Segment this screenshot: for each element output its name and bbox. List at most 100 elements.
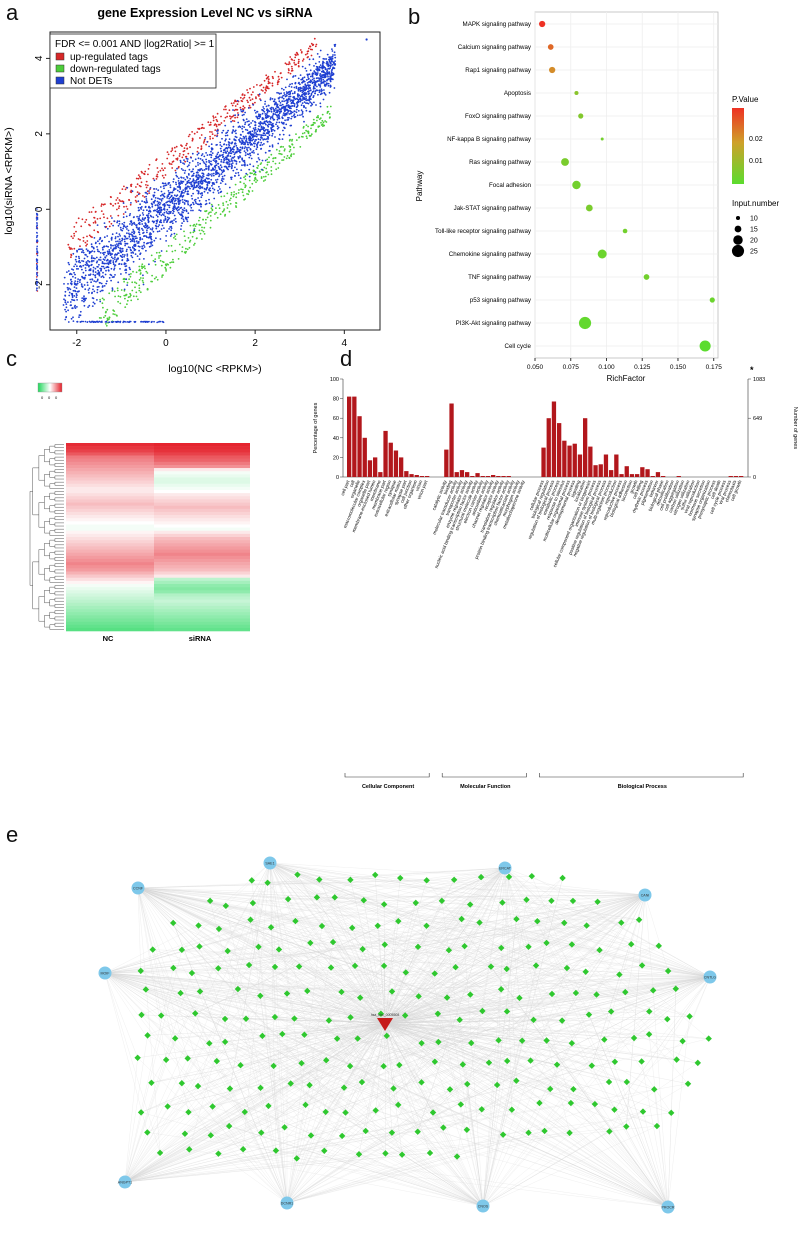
chart-a-point bbox=[237, 113, 240, 116]
chart-a-point bbox=[169, 191, 172, 194]
chart-a-point bbox=[275, 101, 277, 104]
chart-a-point bbox=[280, 108, 282, 111]
network-edge bbox=[124, 1087, 261, 1183]
chart-a-point bbox=[64, 290, 67, 293]
chart-a-point bbox=[164, 263, 167, 266]
chart-a-point bbox=[210, 169, 213, 172]
chart-a-point bbox=[177, 180, 180, 182]
chart-a-point bbox=[250, 157, 253, 160]
network-edge bbox=[288, 899, 386, 1024]
chart-a-point bbox=[291, 82, 293, 85]
chart-a-point bbox=[75, 287, 78, 289]
chart-a-point bbox=[150, 215, 153, 218]
chart-a-point bbox=[87, 306, 89, 308]
chart-a-point bbox=[176, 209, 179, 212]
chart-a-point bbox=[170, 233, 173, 236]
chart-a-point bbox=[269, 117, 272, 120]
chart-a-point bbox=[137, 177, 140, 180]
chart-a-point bbox=[228, 210, 231, 213]
heatmap-cell-nc bbox=[66, 596, 154, 600]
chart-a-point bbox=[63, 283, 65, 285]
chart-a-point bbox=[101, 246, 104, 249]
chart-a-point bbox=[129, 294, 132, 297]
chart-a-point bbox=[205, 152, 208, 154]
chart-a-point bbox=[200, 134, 203, 136]
network-edge bbox=[619, 974, 711, 978]
chart-a-point bbox=[74, 263, 77, 266]
chart-a-point bbox=[167, 263, 170, 266]
chart-a-point bbox=[190, 183, 193, 186]
chart-a-point bbox=[117, 300, 119, 303]
network-edge bbox=[212, 1106, 484, 1207]
chart-a-point bbox=[148, 320, 150, 323]
chart-a-point bbox=[102, 276, 105, 279]
heatmap-dendrogram-branch bbox=[44, 590, 50, 604]
chart-a-point bbox=[307, 47, 310, 50]
chart-a-point bbox=[227, 153, 230, 155]
network-edge bbox=[244, 1111, 484, 1207]
chart-a-point bbox=[103, 236, 106, 239]
network-edge bbox=[246, 1018, 386, 1024]
chart-a-point bbox=[210, 156, 213, 159]
chart-a-point bbox=[173, 219, 175, 222]
heatmap-cell-nc bbox=[66, 455, 154, 459]
chart-d-bar bbox=[551, 401, 557, 477]
chart-a-point bbox=[262, 90, 264, 92]
chart-a-point bbox=[228, 143, 230, 146]
chart-a-point bbox=[91, 246, 93, 248]
chart-a-point bbox=[252, 150, 255, 152]
chart-a-point bbox=[288, 113, 291, 115]
chart-a-point bbox=[92, 221, 95, 224]
chart-a-point bbox=[77, 255, 80, 258]
chart-a-point bbox=[83, 284, 86, 286]
chart-a-point bbox=[121, 247, 124, 250]
chart-a-point bbox=[109, 252, 112, 255]
network-edge bbox=[269, 862, 547, 943]
chart-a-point bbox=[89, 278, 92, 281]
heatmap-key-label-2: 0 bbox=[48, 395, 51, 400]
chart-a-point bbox=[209, 189, 212, 192]
chart-a-point bbox=[36, 236, 38, 239]
chart-a-point bbox=[222, 149, 225, 152]
chart-a-point bbox=[305, 95, 307, 98]
chart-a-point bbox=[185, 247, 187, 250]
network-edge bbox=[334, 897, 386, 1024]
chart-a-point bbox=[219, 154, 221, 157]
network-edge bbox=[151, 862, 271, 1083]
chart-a-point bbox=[105, 266, 108, 269]
chart-a-point bbox=[305, 87, 308, 89]
chart-a-point bbox=[289, 145, 292, 148]
network-edge bbox=[437, 867, 506, 1014]
chart-a-point bbox=[195, 174, 198, 177]
chart-a-point bbox=[69, 288, 72, 291]
chart-a-point bbox=[181, 222, 184, 225]
chart-a-point bbox=[249, 126, 251, 128]
chart-a-point bbox=[169, 184, 172, 187]
chart-a-point bbox=[220, 159, 223, 161]
network-edge bbox=[124, 949, 280, 1183]
chart-a-point bbox=[181, 246, 184, 249]
chart-a-point bbox=[76, 320, 79, 323]
chart-a-point bbox=[96, 291, 99, 294]
chart-a-point bbox=[196, 153, 199, 156]
chart-a-point bbox=[289, 92, 292, 95]
chart-a-point bbox=[151, 220, 154, 223]
chart-a-point bbox=[234, 105, 237, 107]
heatmap-dendrogram-branch bbox=[54, 456, 64, 461]
chart-a-point bbox=[308, 63, 311, 66]
heatmap-cell-sirna bbox=[154, 449, 250, 453]
chart-a-point bbox=[226, 115, 229, 118]
chart-a-point bbox=[98, 242, 101, 245]
chart-a-point bbox=[237, 156, 240, 159]
network-edge bbox=[137, 887, 189, 1113]
network-edge bbox=[344, 894, 646, 1088]
network-edge bbox=[591, 1065, 669, 1208]
chart-a-point bbox=[310, 42, 313, 45]
chart-a-point bbox=[99, 290, 102, 293]
chart-a-point bbox=[285, 94, 288, 97]
heatmap-cell-nc bbox=[66, 521, 154, 525]
network-edge bbox=[286, 945, 659, 1204]
chart-a-point bbox=[327, 82, 330, 85]
chart-b-size-legend-dot bbox=[735, 215, 741, 221]
chart-d-y2label: Number of genes bbox=[792, 407, 798, 449]
